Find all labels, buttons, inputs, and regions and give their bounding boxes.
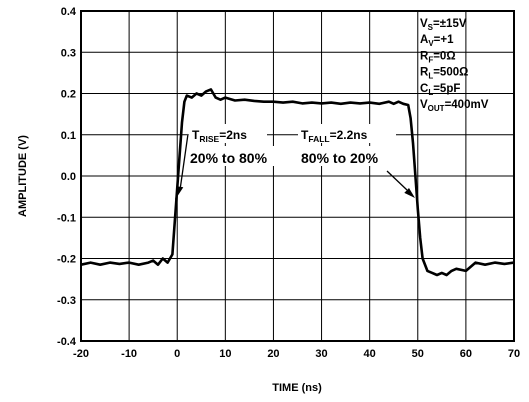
rise-arrow-line — [179, 133, 189, 191]
condition-line: RF=0Ω — [420, 50, 456, 64]
x-tick-label: 50 — [412, 348, 424, 360]
rise-label-bg — [187, 124, 267, 143]
plot-frame — [80, 10, 515, 342]
fall-time-label: TFALL=2.2ns — [301, 128, 368, 144]
x-tick-label: -10 — [121, 348, 137, 360]
x-tick-label: 70 — [508, 348, 520, 360]
x-tick-label: 0 — [174, 348, 180, 360]
y-tick-label: -0.2 — [57, 254, 76, 266]
y-axis-label: AMPLITUDE (V) — [17, 135, 29, 217]
rise-time-label: TRISE=2ns — [192, 128, 247, 144]
condition-line: AV=+1 — [420, 34, 454, 48]
y-tick-label: -0.3 — [57, 295, 76, 307]
x-tick-labels: -20 -10 0 10 20 30 40 50 60 70 — [73, 348, 520, 360]
y-tick-label: 0.3 — [61, 47, 76, 59]
condition-line: VOUT=400mV — [420, 99, 489, 113]
x-axis-label: TIME (ns) — [272, 382, 322, 394]
x-tick-label: 20 — [267, 348, 279, 360]
y-tick-labels: 0.4 0.3 0.2 0.1 0.0 -0.1 -0.2 -0.3 -0.4 — [57, 6, 77, 348]
rise-arrow-head — [175, 186, 184, 200]
fall-arrow-line — [386, 170, 408, 191]
y-tick-label: 0.1 — [61, 130, 76, 142]
x-tick-label: -20 — [73, 348, 89, 360]
condition-line: RL=500Ω — [420, 67, 468, 81]
x-tick-label: 40 — [364, 348, 376, 360]
fall-label-bg — [298, 124, 396, 143]
x-tick-label: 60 — [460, 348, 472, 360]
grid — [81, 11, 514, 341]
rise-range-label: 20% to 80% — [190, 150, 268, 166]
fall-arrow-head — [404, 188, 415, 198]
y-tick-label: 0.4 — [61, 6, 77, 18]
x-tick-label: 10 — [219, 348, 231, 360]
y-tick-label: 0.2 — [61, 89, 76, 101]
y-tick-label: -0.4 — [57, 336, 77, 348]
y-tick-label: -0.1 — [57, 212, 76, 224]
rise-range-bg — [188, 146, 296, 166]
series-line — [80, 88, 515, 277]
x-tick-label: 30 — [315, 348, 327, 360]
test-conditions: VS=±15V AV=+1 RF=0Ω RL=500Ω CL=5pF VOUT=400mV — [420, 18, 489, 113]
fall-range-bg — [299, 146, 407, 166]
condition-line: CL=5pF — [420, 83, 460, 97]
condition-line: VS=±15V — [420, 18, 467, 32]
y-tick-label: 0.0 — [61, 171, 76, 183]
fall-range-label: 80% to 20% — [301, 150, 379, 166]
